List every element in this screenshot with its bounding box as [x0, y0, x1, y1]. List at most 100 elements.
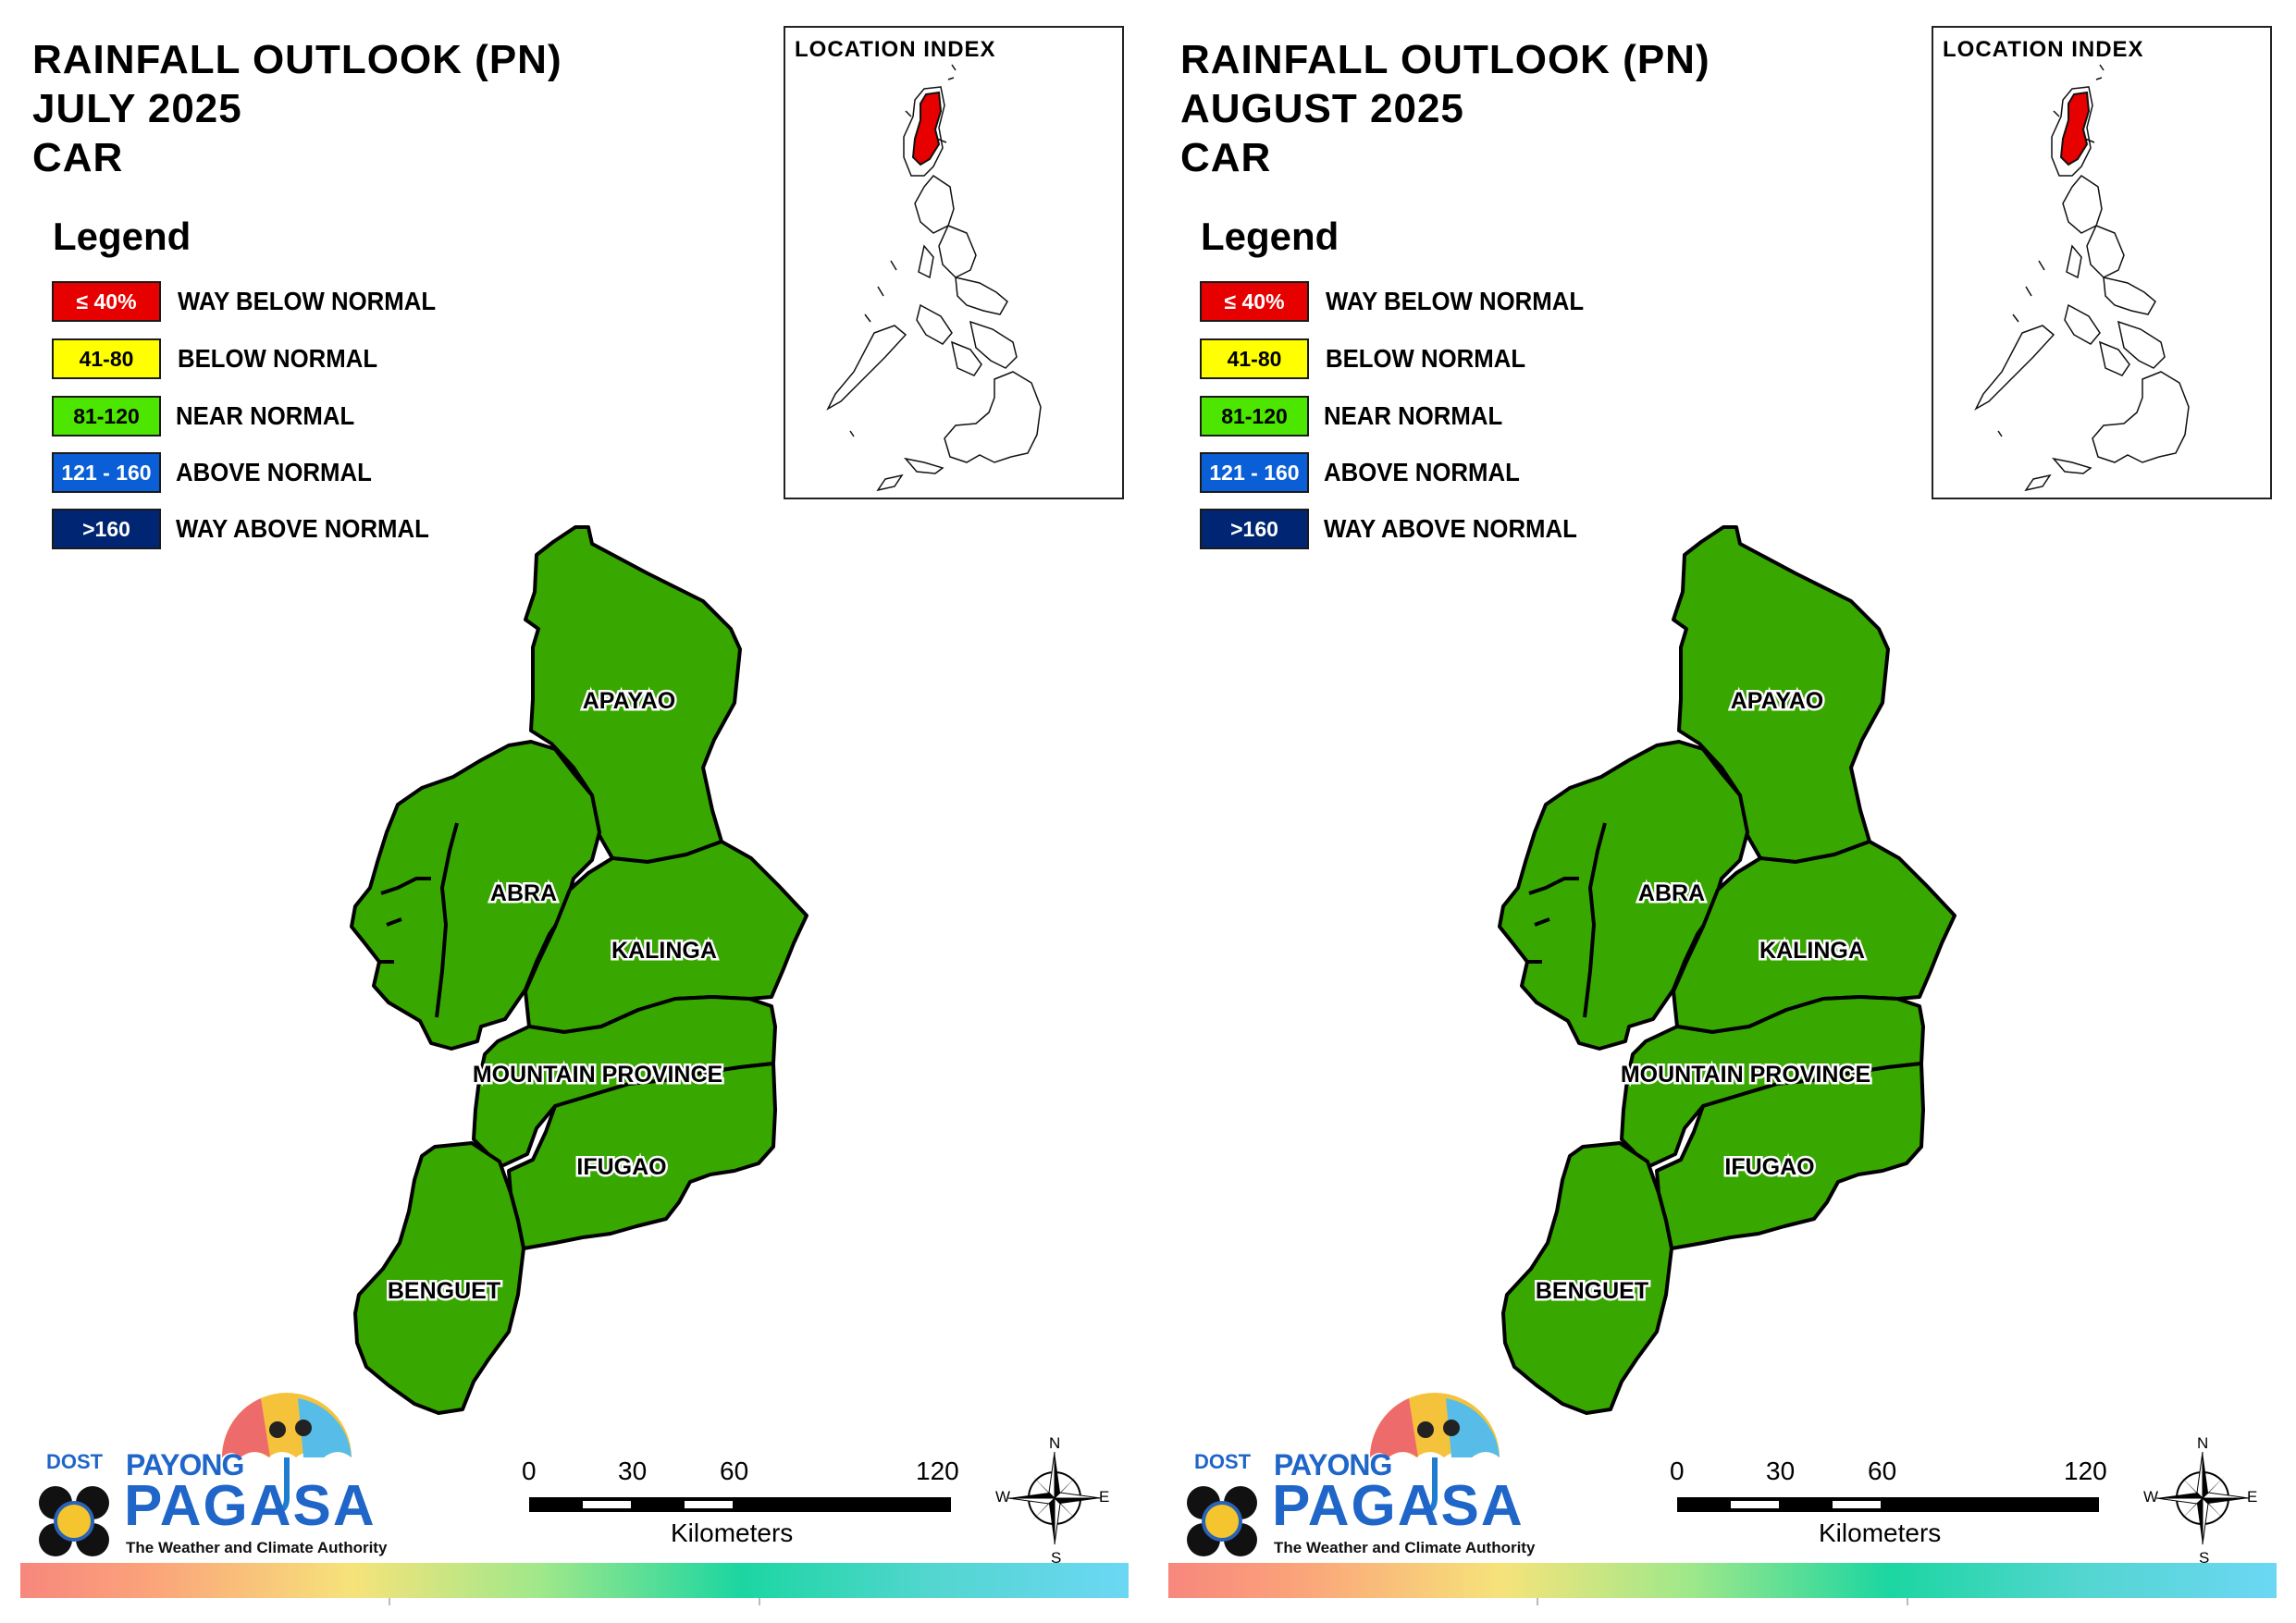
- legend-swatch: 81-120: [52, 396, 161, 436]
- umbrella-logo-graphic: [39, 1393, 352, 1556]
- legend-swatch: >160: [1200, 509, 1309, 549]
- label-apayao: APAYAO: [583, 688, 676, 714]
- legend-label: BELOW NORMAL: [178, 344, 378, 373]
- pagasa-logo: DOST PAYONG PAGASA The Weather and Clima…: [1176, 1387, 1546, 1572]
- inset-title: LOCATION INDEX: [1943, 37, 2144, 62]
- province-benguet: [1501, 1141, 1673, 1415]
- scale-bar-graphic: [529, 1497, 951, 1512]
- logo-dost: DOST: [1194, 1450, 1252, 1473]
- scale-tick-label: 120: [2064, 1457, 2107, 1485]
- label-abra: ABRA: [490, 880, 557, 906]
- scale-bar: 0 30 60 120 Kilometers: [518, 1457, 981, 1558]
- legend-label: NEAR NORMAL: [1324, 401, 1503, 430]
- scale-tick-label: 60: [720, 1457, 749, 1485]
- province-abra: [350, 740, 601, 1051]
- label-benguet: BENGUET: [388, 1278, 500, 1304]
- scale-tick-label: 0: [522, 1457, 537, 1485]
- compass-e: E: [2247, 1488, 2258, 1506]
- province-benguet: [353, 1141, 525, 1415]
- scale-tick-label: 0: [1670, 1457, 1685, 1485]
- title-line-3: CAR: [1180, 135, 1272, 180]
- compass-rose-icon: [1007, 1451, 1102, 1545]
- legend-label: WAY ABOVE NORMAL: [1324, 514, 1577, 543]
- outlook-panel-august: RAINFALL OUTLOOK (PN) AUGUST 2025 CAR Le…: [1148, 0, 2296, 1623]
- label-apayao: APAYAO: [1731, 688, 1824, 714]
- scale-tick-label: 120: [916, 1457, 959, 1485]
- logo-pagasa: PAGASA: [1272, 1474, 1524, 1538]
- car-province-map: APAYAO ABRA KALINGA MOUNTAIN PROVINCE IF…: [1498, 525, 1957, 1415]
- legend-title: Legend: [53, 215, 191, 258]
- car-province-map: APAYAO ABRA KALINGA MOUNTAIN PROVINCE IF…: [350, 525, 809, 1415]
- map-title: RAINFALL OUTLOOK (PN) JULY 2025 CAR: [32, 35, 562, 182]
- logo-tagline: The Weather and Climate Authority: [1274, 1539, 1536, 1556]
- legend-label: BELOW NORMAL: [1326, 344, 1526, 373]
- location-index-inset: LOCATION INDEX: [784, 26, 1124, 499]
- footer-gradient-bar: [20, 1563, 1129, 1598]
- compass-w: W: [2143, 1488, 2159, 1506]
- compass-s: S: [2199, 1549, 2210, 1567]
- legend-swatch: 81-120: [1200, 396, 1309, 436]
- label-abra: ABRA: [1638, 880, 1705, 906]
- title-line-1: RAINFALL OUTLOOK (PN): [1180, 37, 1710, 82]
- legend-swatch: 121 - 160: [1200, 452, 1309, 493]
- location-index-inset: LOCATION INDEX: [1932, 26, 2272, 499]
- scale-tick-label: 60: [1868, 1457, 1897, 1485]
- footer-tick: [759, 1598, 760, 1605]
- title-line-2: AUGUST 2025: [1180, 86, 1464, 131]
- philippines-outline-map: [826, 64, 1042, 492]
- label-kalinga: KALINGA: [611, 938, 717, 964]
- scale-bar: 0 30 60 120 Kilometers: [1666, 1457, 2129, 1558]
- compass-rose-icon: [2155, 1451, 2250, 1545]
- legend-title: Legend: [1201, 215, 1339, 258]
- label-mountain-province: MOUNTAIN PROVINCE: [473, 1062, 722, 1088]
- philippines-outline-map: [1974, 64, 2190, 492]
- north-arrow-compass: N S E W: [995, 1434, 1110, 1567]
- north-arrow-compass: N S E W: [2143, 1434, 2258, 1567]
- scale-unit: Kilometers: [1819, 1518, 1942, 1547]
- map-title: RAINFALL OUTLOOK (PN) AUGUST 2025 CAR: [1180, 35, 1710, 182]
- province-abra: [1498, 740, 1749, 1051]
- legend-swatch: 41-80: [1200, 338, 1309, 379]
- legend-swatch: >160: [52, 509, 161, 549]
- legend-label: WAY ABOVE NORMAL: [176, 514, 429, 543]
- compass-e: E: [1099, 1488, 1110, 1506]
- legend-swatch: 41-80: [52, 338, 161, 379]
- label-mountain-province: MOUNTAIN PROVINCE: [1621, 1062, 1870, 1088]
- footer-gradient-bar: [1168, 1563, 2277, 1598]
- scale-bar-graphic: [1677, 1497, 2099, 1512]
- scale-tick-label: 30: [1766, 1457, 1796, 1485]
- scale-unit: Kilometers: [671, 1518, 794, 1547]
- pagasa-logo: DOST PAYONG PAGASA The Weather and Clima…: [28, 1387, 398, 1572]
- umbrella-logo-graphic: [1187, 1393, 1500, 1556]
- legend-label: ABOVE NORMAL: [1324, 458, 1520, 486]
- inset-title: LOCATION INDEX: [795, 37, 996, 62]
- compass-w: W: [995, 1488, 1011, 1506]
- label-ifugao: IFUGAO: [576, 1154, 666, 1180]
- legend-label: WAY BELOW NORMAL: [178, 287, 437, 315]
- label-benguet: BENGUET: [1536, 1278, 1648, 1304]
- logo-payong: PAYONG: [1274, 1448, 1392, 1482]
- legend-label: WAY BELOW NORMAL: [1326, 287, 1585, 315]
- logo-tagline: The Weather and Climate Authority: [126, 1539, 388, 1556]
- footer-tick: [389, 1598, 390, 1605]
- title-line-2: JULY 2025: [32, 86, 242, 131]
- scale-tick-label: 30: [618, 1457, 648, 1485]
- logo-dost: DOST: [46, 1450, 104, 1473]
- title-line-1: RAINFALL OUTLOOK (PN): [32, 37, 562, 82]
- title-line-3: CAR: [32, 135, 124, 180]
- legend-swatch: 121 - 160: [52, 452, 161, 493]
- footer-tick: [1907, 1598, 1908, 1605]
- legend-swatch: ≤ 40%: [1200, 281, 1309, 322]
- footer-tick: [1537, 1598, 1538, 1605]
- legend-label: ABOVE NORMAL: [176, 458, 372, 486]
- compass-n: N: [1049, 1434, 1061, 1452]
- legend-label: NEAR NORMAL: [176, 401, 355, 430]
- outlook-panel-july: RAINFALL OUTLOOK (PN) JULY 2025 CAR Lege…: [20, 26, 1129, 1605]
- label-ifugao: IFUGAO: [1724, 1154, 1814, 1180]
- logo-pagasa: PAGASA: [124, 1474, 376, 1538]
- compass-n: N: [2197, 1434, 2209, 1452]
- label-kalinga: KALINGA: [1759, 938, 1865, 964]
- legend-swatch: ≤ 40%: [52, 281, 161, 322]
- logo-payong: PAYONG: [126, 1448, 244, 1482]
- compass-s: S: [1051, 1549, 1062, 1567]
